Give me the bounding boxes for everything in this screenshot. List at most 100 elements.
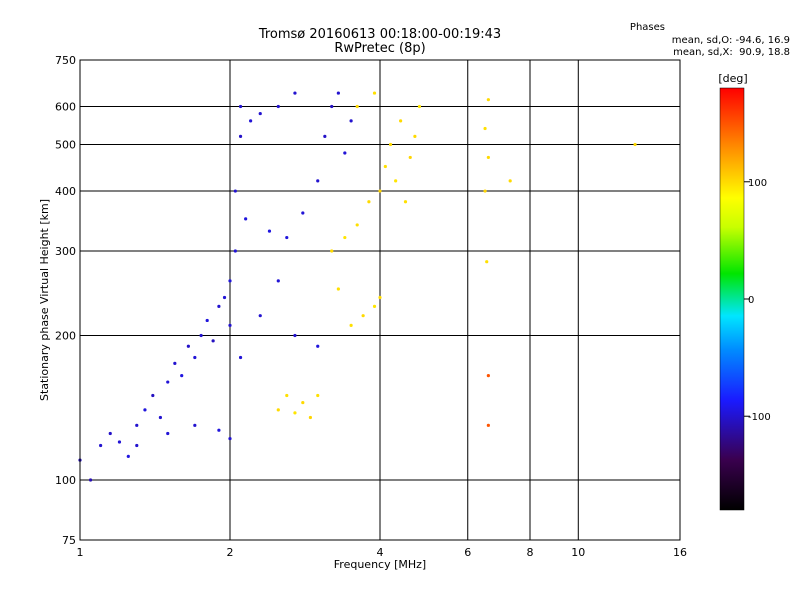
phase-stats-title: Phases	[629, 22, 665, 33]
data-point	[349, 323, 353, 327]
data-point	[267, 229, 272, 233]
y-tick-label: 75	[62, 534, 76, 547]
x-tick-label: 16	[673, 546, 687, 559]
data-point	[173, 361, 177, 365]
data-point	[486, 374, 490, 378]
data-point	[633, 142, 637, 147]
data-point	[508, 179, 512, 183]
colorbar	[719, 87, 745, 511]
data-point	[88, 478, 93, 482]
data-point	[228, 279, 232, 283]
data-point	[349, 119, 353, 123]
axis-ticks: 1 2 4 6 8 10 16 75 100 200 300 400 500 600 750	[55, 54, 687, 559]
data-point	[413, 134, 417, 138]
x-tick-label: 4	[377, 546, 384, 559]
data-point	[336, 287, 340, 291]
data-point	[126, 454, 130, 459]
data-point	[143, 408, 147, 412]
data-point	[276, 408, 280, 412]
data-point	[486, 98, 490, 102]
data-point	[293, 411, 297, 415]
y-tick-label: 300	[55, 245, 76, 258]
data-point	[336, 91, 340, 95]
data-point	[323, 134, 327, 138]
data-point	[276, 104, 280, 109]
colorbar-tick-label: 100	[748, 178, 767, 189]
data-point	[117, 440, 122, 444]
data-point	[301, 211, 305, 215]
data-point	[316, 179, 320, 183]
data-point	[158, 415, 163, 420]
data-point	[238, 104, 243, 109]
data-point	[211, 339, 215, 343]
y-tick-label: 100	[55, 474, 76, 487]
data-point	[399, 119, 403, 123]
data-point	[205, 318, 209, 323]
data-point	[193, 423, 197, 427]
data-point	[249, 119, 253, 123]
y-tick-label: 600	[55, 101, 76, 114]
data-point	[355, 104, 359, 109]
data-point	[293, 333, 297, 338]
data-point	[408, 155, 412, 160]
data-point	[486, 423, 490, 427]
data-point	[233, 249, 237, 253]
data-point	[238, 355, 243, 360]
data-point	[372, 304, 377, 309]
data-point	[316, 393, 320, 398]
data-point	[217, 304, 221, 309]
data-point	[367, 200, 371, 204]
data-point	[417, 104, 422, 109]
chart-subtitle: RwPretec (8p)	[334, 41, 426, 56]
x-tick-label: 8	[527, 546, 534, 559]
data-point	[238, 134, 243, 138]
data-point	[301, 400, 305, 405]
y-tick-label: 750	[55, 54, 76, 67]
data-point	[180, 374, 184, 378]
plot-frame	[79, 59, 681, 541]
data-point	[285, 235, 289, 240]
data-point	[258, 111, 262, 116]
data-point	[403, 200, 408, 204]
data-point	[372, 91, 377, 95]
data-point	[378, 295, 382, 300]
data-point	[258, 314, 262, 318]
data-point	[285, 393, 289, 398]
data-point	[222, 295, 227, 300]
data-point	[199, 333, 203, 338]
x-axis-label: Frequency [MHz]	[334, 558, 426, 571]
y-tick-label: 200	[55, 330, 76, 343]
data-point	[135, 423, 139, 427]
data-point	[355, 223, 359, 227]
y-tick-label: 500	[55, 139, 76, 152]
data-point	[108, 431, 112, 436]
data-point	[330, 104, 334, 109]
data-point	[388, 142, 393, 147]
data-point	[228, 436, 232, 441]
data-point	[485, 260, 489, 264]
colorbar-tick-label: 0	[748, 295, 754, 306]
data-point	[486, 155, 490, 160]
data-point	[193, 355, 197, 360]
data-point	[135, 443, 139, 448]
phase-stats-o: mean, sd,O: -94.6, 16.9	[671, 35, 790, 46]
data-point	[394, 179, 398, 183]
data-point	[330, 249, 334, 253]
colorbar-tick-label: -100	[748, 412, 771, 423]
data-point	[186, 344, 190, 348]
data-point	[483, 189, 487, 193]
data-point	[217, 428, 221, 432]
data-point	[361, 314, 365, 318]
data-point	[276, 279, 280, 283]
y-tick-label: 400	[55, 185, 76, 198]
data-point	[166, 380, 170, 384]
data-point	[244, 217, 248, 221]
colorbar-ticks: -100 0 100	[744, 178, 771, 423]
data-point	[378, 189, 382, 193]
data-point	[343, 151, 347, 155]
x-tick-label: 10	[571, 546, 585, 559]
data-point	[151, 393, 155, 398]
data-points	[78, 91, 637, 482]
data-point	[228, 323, 232, 327]
